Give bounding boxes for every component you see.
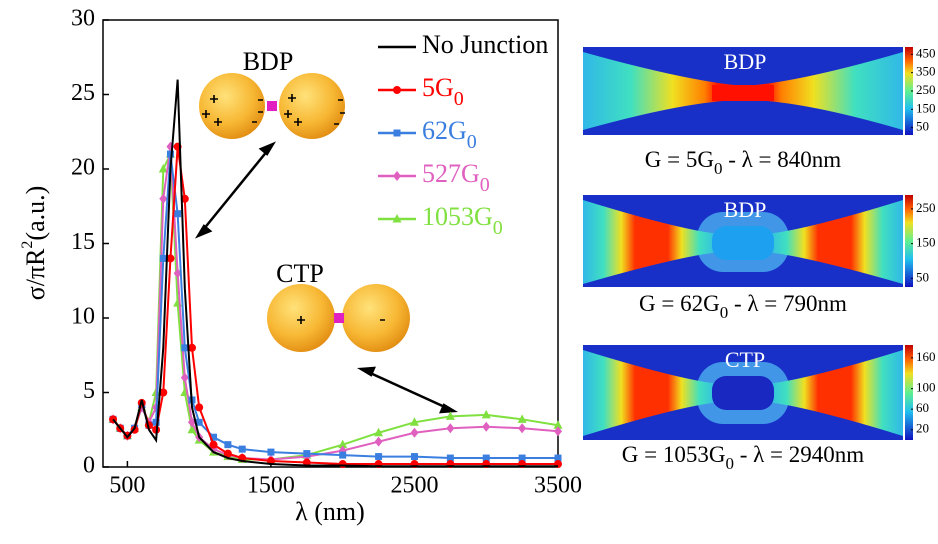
caption-sub: 0: [720, 303, 729, 322]
colorbar: [905, 345, 913, 440]
legend-label: 5G0: [422, 73, 464, 110]
marker: [303, 450, 310, 457]
marker: [195, 403, 203, 411]
y-tick-label: 5: [83, 378, 95, 404]
marker: [174, 210, 181, 217]
annotation: BDP: [243, 47, 294, 76]
marker: [210, 441, 218, 449]
panel-label: BDP: [724, 197, 767, 222]
legend-label: 1053G0: [422, 202, 503, 239]
figure: λ (nm) σ/πR2(a.u.) BDP CTP 0510152025305…: [0, 0, 938, 544]
colorbar-label: 350: [916, 64, 936, 79]
y-tick-label: 20: [71, 155, 95, 181]
legend-label: 527G0: [422, 159, 490, 196]
y-label-tail: (a.u.): [21, 186, 50, 241]
colorbar-label: 150: [916, 235, 936, 250]
y-axis-label: σ/πR2(a.u.): [19, 186, 50, 301]
legend-name: No Junction: [422, 30, 548, 59]
caption-head: G = 1053G: [622, 442, 726, 467]
marker: [339, 460, 347, 468]
legend-subscript: 0: [493, 217, 503, 239]
caption-head: G = 62G: [639, 291, 720, 316]
x-tick-label: 1500: [247, 473, 295, 499]
legend-name: 1053G: [422, 202, 493, 231]
colorbar-label: 250: [916, 82, 936, 97]
colorbar-label: 50: [916, 269, 929, 284]
marker: [446, 423, 454, 433]
marker: [339, 452, 346, 459]
legend-subscript: 0: [467, 131, 477, 153]
y-tick-label: 15: [71, 229, 95, 255]
colorbar-label: 100: [916, 380, 936, 395]
x-tick-label: 3500: [534, 473, 582, 499]
legend-subscript: 0: [454, 88, 464, 110]
marker: [267, 449, 274, 456]
colorbar-label: 50: [916, 119, 929, 134]
legend-name: 62G: [422, 116, 467, 145]
caption-tail: - λ = 840nm: [723, 147, 842, 172]
annotation: CTP: [276, 259, 324, 288]
marker: [239, 446, 246, 453]
marker: [482, 422, 490, 432]
marker: [160, 255, 167, 262]
colorbar-label: 450: [916, 45, 936, 60]
y-tick-label: 30: [71, 6, 95, 32]
sphere: [199, 73, 265, 139]
colorbar-label: 250: [916, 200, 936, 215]
marker: [375, 453, 382, 460]
sphere: [279, 73, 345, 139]
caption-sub: 0: [726, 454, 735, 473]
marker: [411, 453, 418, 460]
caption-tail: - λ = 790nm: [728, 291, 847, 316]
marker: [518, 423, 526, 433]
x-tick-label: 2500: [390, 473, 438, 499]
bdp-inset: BDP: [199, 47, 345, 139]
colorbar-label: 60: [916, 400, 929, 415]
marker: [393, 171, 401, 181]
y-tick-label: 10: [71, 304, 95, 330]
colorbar-label: 160: [916, 349, 936, 364]
colorbar-label: 150: [916, 100, 936, 115]
marker: [224, 441, 231, 448]
x-axis-label: λ (nm): [295, 497, 365, 526]
arrows: [198, 144, 454, 412]
junction: [267, 101, 277, 111]
legend-label: 62G0: [422, 116, 477, 153]
legend-name: 5G: [422, 73, 454, 102]
y-label-sup: 2: [19, 241, 36, 249]
caption-head: G = 5G: [645, 147, 714, 172]
y-label-main: σ/πR: [21, 248, 50, 300]
marker: [375, 437, 383, 447]
caption-sub: 0: [714, 159, 723, 178]
ctp-inset: CTP: [267, 259, 410, 352]
marker: [410, 428, 418, 438]
y-tick-label: 0: [83, 453, 95, 479]
y-tick-label: 25: [71, 80, 95, 106]
marker: [159, 194, 167, 204]
x-tick-label: 500: [109, 473, 145, 499]
panel-label: BDP: [724, 49, 767, 74]
marker: [393, 86, 401, 94]
panel-caption: G = 62G0 - λ = 790nm: [639, 291, 847, 322]
panel-label: CTP: [725, 347, 765, 372]
legend-subscript: 0: [480, 174, 490, 196]
junction: [334, 313, 344, 323]
sphere: [342, 284, 410, 352]
colorbar-label: 20: [916, 421, 929, 436]
panel-caption: G = 5G0 - λ = 840nm: [645, 147, 841, 178]
legend-label: No Junction: [422, 30, 548, 59]
legend-name: 527G: [422, 159, 480, 188]
caption-tail: - λ = 2940nm: [734, 442, 864, 467]
marker: [394, 130, 401, 137]
series-line: [113, 147, 558, 460]
panel-caption: G = 1053G0 - λ = 2940nm: [622, 442, 864, 473]
